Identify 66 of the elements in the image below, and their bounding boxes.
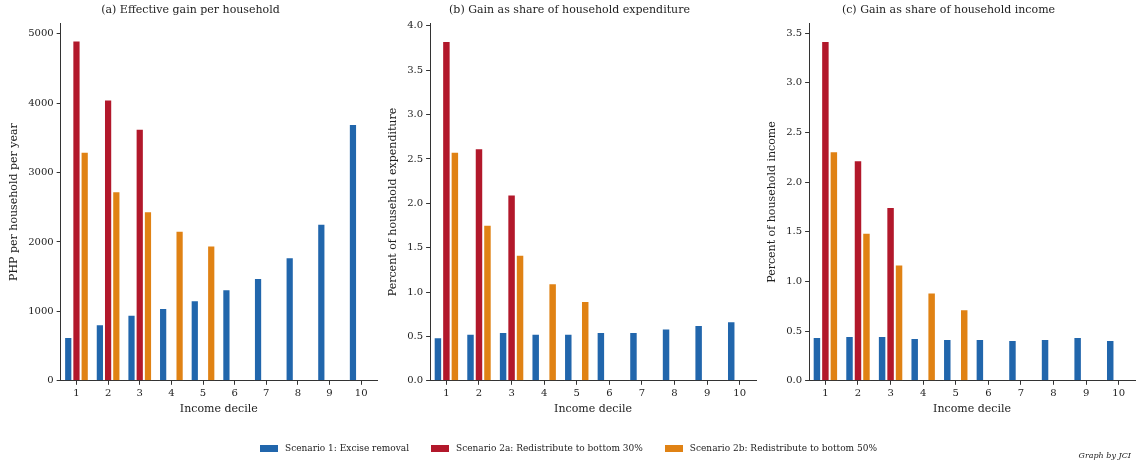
y-tick-label: 2.0 xyxy=(786,175,803,187)
y-tick-label: 3000 xyxy=(28,166,54,178)
x-tick-label: 9 xyxy=(326,387,333,399)
x-tick-label: 3 xyxy=(508,387,515,399)
y-tick-label: 0.0 xyxy=(786,374,803,386)
x-tick-label: 5 xyxy=(573,387,580,399)
legend-label: Scenario 2b: Redistribute to bottom 50% xyxy=(689,443,878,453)
y-tick-label: 3.0 xyxy=(786,76,803,88)
y-tick-label: 3.0 xyxy=(407,108,424,120)
y-axis-title: Percent of household income xyxy=(765,121,779,283)
x-tick-label: 10 xyxy=(1112,387,1126,399)
y-tick-label: 2.5 xyxy=(786,126,803,138)
x-tick-label: 7 xyxy=(1017,387,1025,399)
x-tick-label: 6 xyxy=(985,387,992,399)
text: Graph by JCI xyxy=(1078,451,1131,460)
chart-title: (b) Gain as share of household expenditure xyxy=(449,3,690,17)
x-tick-label: 1 xyxy=(822,387,829,399)
y-tick-label: 3.5 xyxy=(786,26,803,38)
chart-title: (a) Effective gain per household xyxy=(101,3,280,17)
x-tick-label: 10 xyxy=(354,387,368,399)
x-tick-label: 9 xyxy=(703,387,711,399)
x-tick-label: 8 xyxy=(1050,387,1057,399)
x-tick-label: 3 xyxy=(887,387,894,399)
x-tick-label: 2 xyxy=(475,387,483,399)
y-tick-label: 1.0 xyxy=(786,275,803,287)
y-tick-label: 4.0 xyxy=(407,19,424,31)
x-axis-title: Income decile xyxy=(554,402,633,416)
x-tick-label: 6 xyxy=(606,387,613,399)
legend-label: Scenario 1: Excise removal xyxy=(284,443,410,453)
y-tick-label: 0.0 xyxy=(407,374,424,386)
x-tick-label: 6 xyxy=(231,387,238,399)
x-tick-label: 5 xyxy=(199,387,207,399)
y-tick-label: 1.5 xyxy=(407,241,424,253)
x-tick-label: 7 xyxy=(638,387,646,399)
y-tick-label: 1000 xyxy=(28,304,54,316)
chart-title: (c) Gain as share of household income xyxy=(841,3,1056,17)
y-axis-title: PHP per household per year xyxy=(7,122,21,281)
x-tick-label: 7 xyxy=(263,387,270,399)
x-axis-title: Income decile xyxy=(179,402,258,416)
x-tick-label: 9 xyxy=(1082,387,1090,399)
y-tick-label: 5000 xyxy=(28,27,54,39)
x-tick-label: 4 xyxy=(540,387,548,399)
y-tick-label: 1.5 xyxy=(786,225,803,237)
y-tick-label: 1.0 xyxy=(407,285,424,297)
x-tick-label: 2 xyxy=(854,387,862,399)
x-tick-label: 8 xyxy=(294,387,302,399)
x-tick-label: 5 xyxy=(952,387,959,399)
y-tick-label: 2000 xyxy=(28,235,54,247)
x-tick-label: 4 xyxy=(919,387,927,399)
x-tick-label: 1 xyxy=(73,387,80,399)
y-axis-title: Percent of household expenditure xyxy=(386,107,400,297)
y-tick-label: 0.5 xyxy=(786,324,803,336)
x-tick-label: 1 xyxy=(443,387,450,399)
x-tick-label: 2 xyxy=(104,387,112,399)
y-tick-label: 0.5 xyxy=(407,330,424,342)
x-tick-label: 3 xyxy=(136,387,143,399)
y-tick-label: 2.5 xyxy=(407,152,424,164)
x-tick-label: 10 xyxy=(733,387,747,399)
y-tick-label: 0 xyxy=(47,374,54,386)
y-tick-label: 4000 xyxy=(28,96,54,108)
y-tick-label: 3.5 xyxy=(407,63,424,75)
x-axis-title: Income decile xyxy=(933,402,1012,416)
x-tick-label: 8 xyxy=(671,387,678,399)
y-tick-label: 2.0 xyxy=(407,196,424,208)
legend-label: Scenario 2a: Redistribute to bottom 30% xyxy=(456,443,643,453)
x-tick-label: 4 xyxy=(168,387,175,399)
